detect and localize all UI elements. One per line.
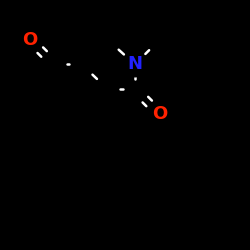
- Text: O: O: [152, 105, 167, 123]
- Circle shape: [147, 102, 172, 126]
- Circle shape: [122, 52, 147, 77]
- Text: O: O: [22, 31, 38, 49]
- Text: N: N: [128, 56, 142, 74]
- Circle shape: [18, 27, 42, 52]
